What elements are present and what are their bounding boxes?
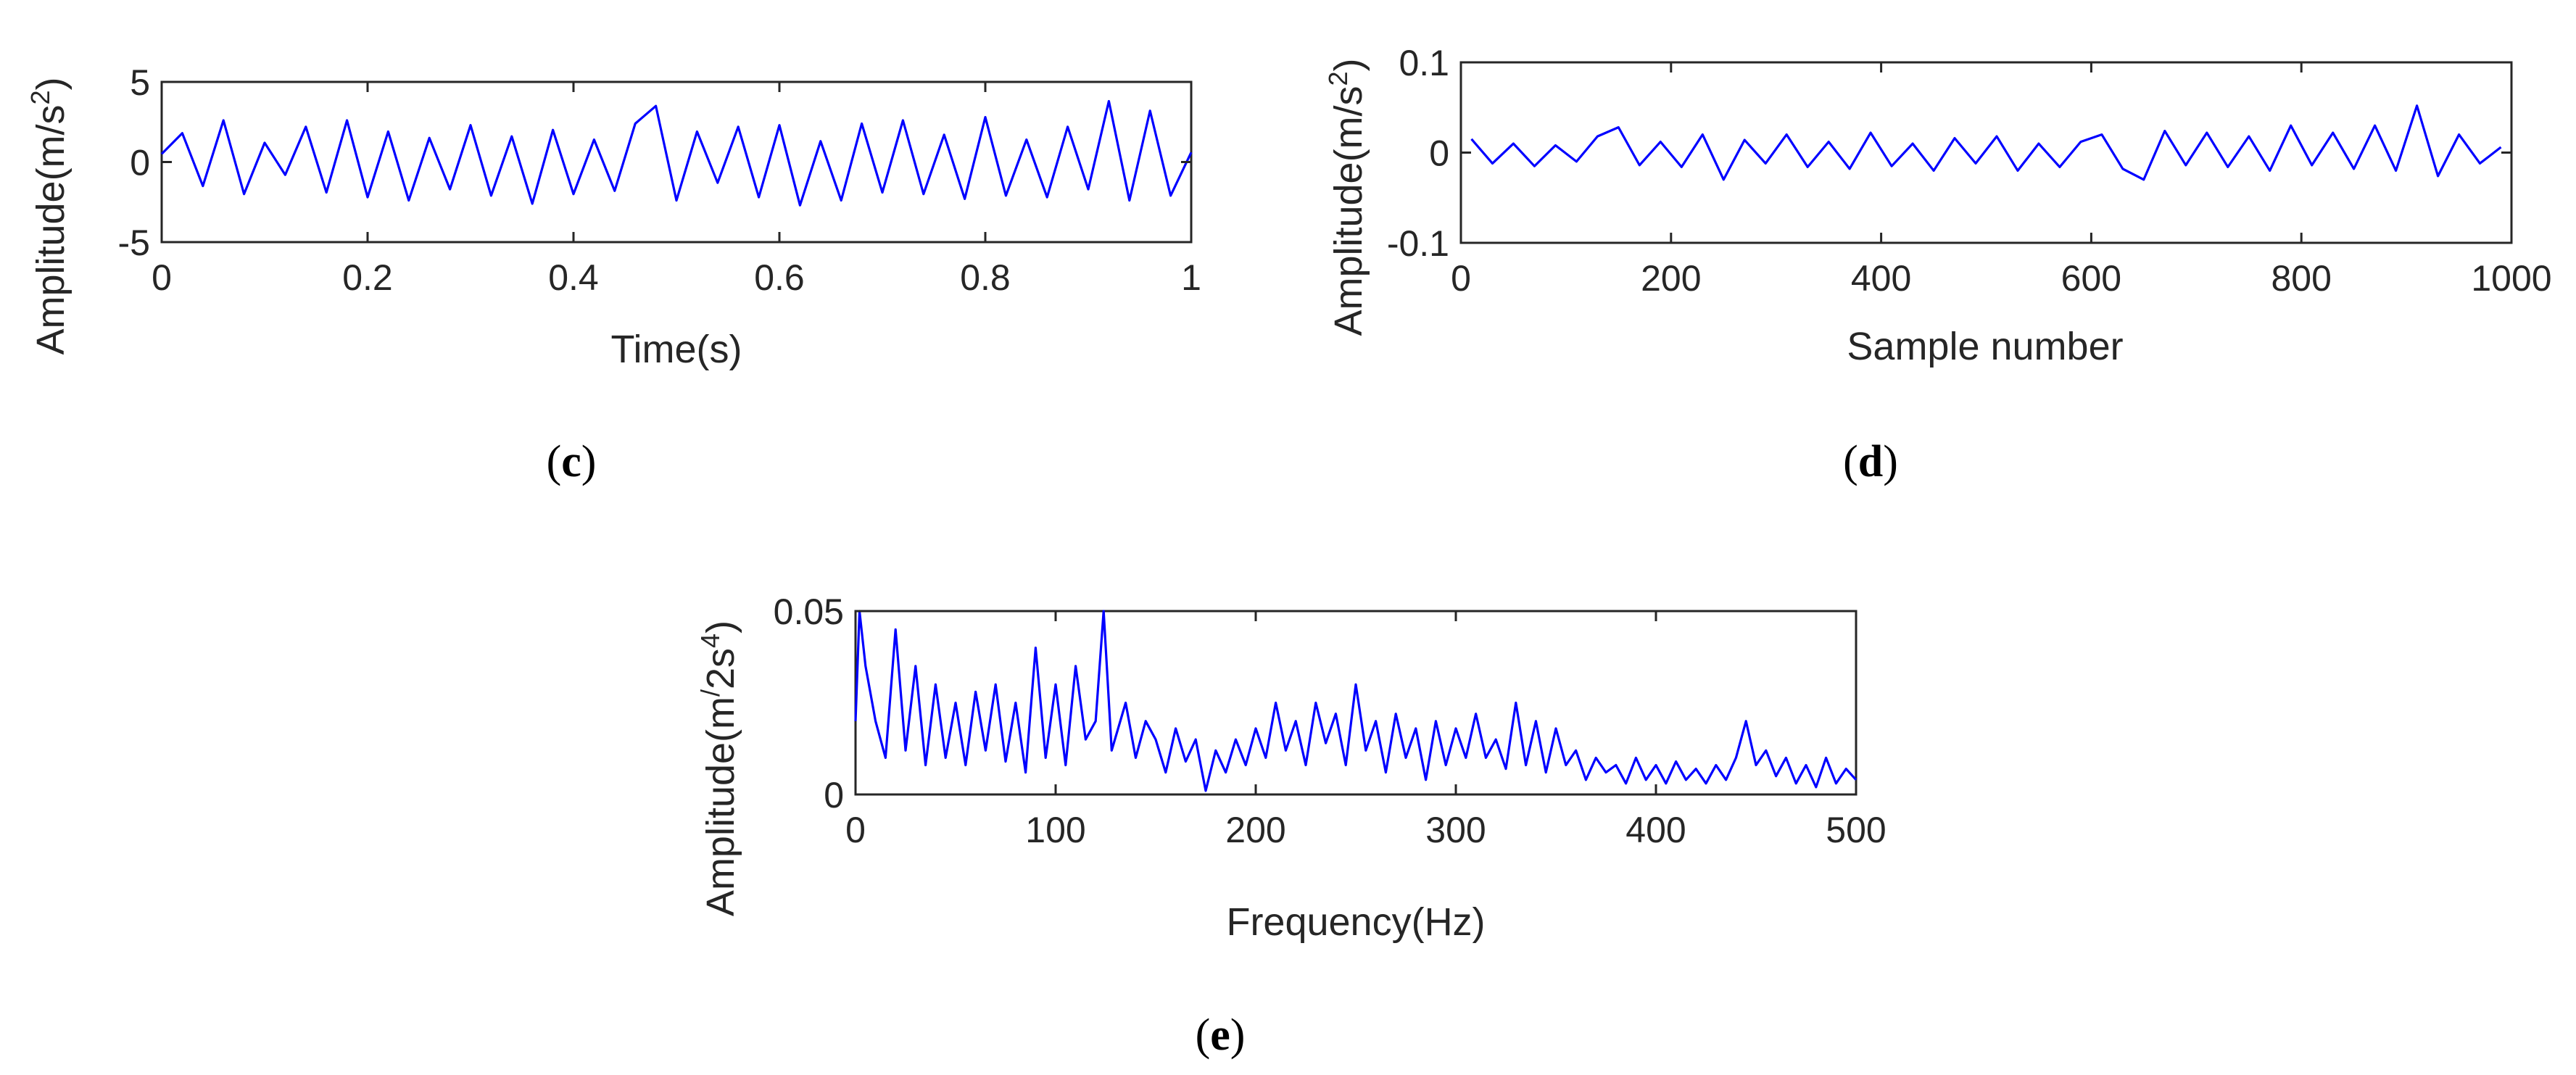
- x-tick-label: 200: [1641, 258, 1701, 299]
- y-tick-label: 0: [130, 143, 150, 183]
- y-axis-label-c: Amplitude(m/s2): [25, 77, 73, 354]
- y-axis-label-e-sup2: 4: [695, 634, 725, 648]
- x-tick-label: 500: [1826, 810, 1886, 850]
- x-tick-label: 0: [845, 810, 866, 850]
- x-tick-label: 0.4: [548, 257, 599, 298]
- y-axis-label-d: Amplitude(m/s2): [1323, 58, 1370, 336]
- x-axis-label-d: Sample number: [1847, 325, 2123, 368]
- y-axis-label-e-main: Amplitude(m: [699, 697, 742, 916]
- y-axis-e: 00.05: [774, 592, 1856, 815]
- x-tick-label: 0.8: [960, 257, 1011, 298]
- y-tick-label: 0.1: [1399, 43, 1449, 83]
- x-tick-label: 0: [152, 257, 172, 298]
- chart-e: 0 100 200 300 400 500 00.05 Frequency(Hz) Amp…: [695, 592, 1887, 1060]
- x-tick-label: 0.6: [754, 257, 805, 298]
- y-axis-label-c-main: Amplitude(m/s: [29, 104, 73, 354]
- y-axis-label-d-end: ): [1327, 58, 1370, 71]
- series-line-e: [854, 610, 1858, 792]
- y-axis-label-c-end: ): [29, 77, 73, 90]
- y-tick-label: 0.05: [774, 592, 844, 632]
- x-tick-label: 1: [1181, 257, 1201, 298]
- y-axis-label-c-sup: 2: [25, 90, 55, 104]
- x-tick-label: 0.2: [342, 257, 393, 298]
- plot-frame-e: [854, 610, 1858, 796]
- panel-label-c: (c): [547, 437, 597, 486]
- x-tick-label: 100: [1025, 810, 1085, 850]
- y-tick-label: -5: [118, 223, 150, 263]
- y-axis-label-e-sup: /: [695, 689, 725, 697]
- x-tick-label: 400: [1625, 810, 1686, 850]
- x-axis-d: 0 200 400 600 800 1000: [1451, 62, 2552, 299]
- x-axis-e: 0 100 200 300 400 500: [845, 611, 1887, 850]
- panel-label-d: (d): [1843, 437, 1898, 486]
- x-axis-c: 0 0.2 0.4 0.6 0.8 1: [152, 82, 1201, 298]
- x-tick-label: 0: [1451, 258, 1471, 299]
- panel-label-e: (e): [1196, 1010, 1246, 1060]
- y-axis-d: -0.1 0 0.1: [1387, 43, 2511, 264]
- y-axis-label-d-sup: 2: [1323, 71, 1353, 86]
- x-tick-label: 200: [1225, 810, 1285, 850]
- y-tick-label: 0: [824, 775, 844, 815]
- y-axis-c: -5 0 5: [118, 62, 1191, 263]
- x-tick-label: 600: [2061, 258, 2121, 299]
- y-axis-label-e: Amplitude(m/2s4): [695, 620, 742, 916]
- x-tick-label: 300: [1425, 810, 1486, 850]
- y-axis-label-e-mid: 2s: [699, 648, 742, 689]
- x-axis-label-c: Time(s): [611, 328, 742, 371]
- x-tick-label: 400: [1851, 258, 1911, 299]
- x-tick-label: 1000: [2471, 258, 2551, 299]
- y-tick-label: 0: [1429, 133, 1449, 174]
- y-tick-label: -0.1: [1387, 223, 1449, 264]
- plot-frame-d: [1459, 61, 2513, 244]
- y-axis-label-e-end: ): [699, 620, 742, 634]
- chart-c: 0 0.2 0.4 0.6 0.8 1 -505 Time(s) Amplitude(m/…: [25, 62, 1201, 486]
- chart-d: 0 200 400 600 800 1000 -0.100.1 Sample number…: [1323, 43, 2552, 486]
- x-axis-label-e: Frequency(Hz): [1226, 900, 1485, 944]
- x-tick-label: 800: [2271, 258, 2331, 299]
- series-line-d: [1470, 104, 2502, 181]
- y-tick-label: 5: [130, 62, 150, 103]
- y-axis-label-d-main: Amplitude(m/s: [1327, 86, 1370, 336]
- series-line-c: [160, 99, 1193, 207]
